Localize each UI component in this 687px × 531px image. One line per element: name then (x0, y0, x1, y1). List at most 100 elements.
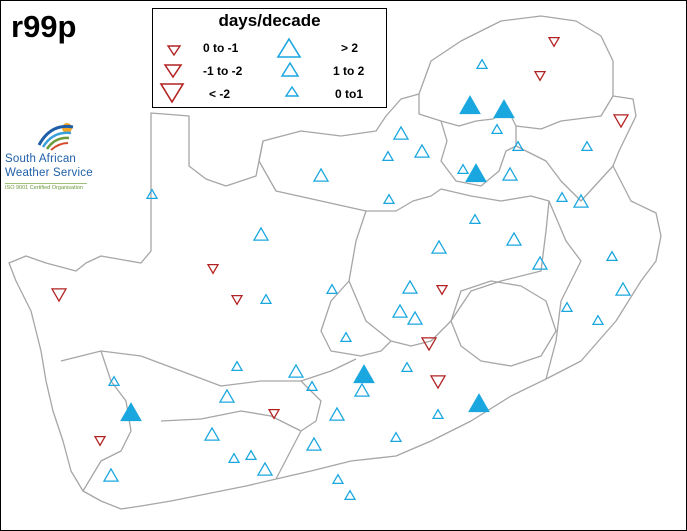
station-marker-increase-20 (572, 193, 590, 208)
station-marker-increase-52 (328, 406, 346, 421)
province-limpopo (418, 15, 614, 96)
station-marker-increase-25 (531, 255, 549, 270)
station-marker-decrease-33 (435, 284, 449, 296)
station-marker-decrease-27 (206, 263, 220, 275)
legend-increase-large-label: > 2 (341, 41, 359, 55)
station-marker-increase-50 (120, 402, 142, 422)
station-marker-increase-24 (505, 231, 523, 246)
province-border-lesotho (450, 280, 557, 367)
province-border-freestate (348, 188, 550, 347)
station-marker-decrease-3 (533, 71, 547, 82)
country-outline (8, 93, 662, 510)
station-marker-increase-12 (511, 140, 525, 152)
station-marker-decrease-46 (429, 375, 447, 390)
province-border-west (258, 140, 442, 212)
station-marker-increase-58 (389, 431, 403, 443)
station-marker-increase-40 (339, 331, 353, 343)
logo-line-2: Weather Service (5, 167, 93, 179)
legend-increase-small-label: 0 to1 (335, 87, 364, 101)
station-marker-decrease-1 (547, 37, 561, 48)
saws-logo: South African Weather Service ISO 9001 C… (3, 117, 113, 197)
station-marker-increase-16 (312, 167, 330, 182)
station-marker-increase-14 (501, 166, 519, 181)
logo-divider (5, 183, 87, 184)
station-marker-increase-53 (468, 393, 490, 413)
province-border-hc (160, 410, 302, 432)
legend-decrease-large-label: < -2 (209, 87, 231, 101)
station-marker-increase-19 (555, 191, 569, 203)
station-marker-increase-64 (343, 489, 357, 501)
station-marker-decrease-28 (50, 288, 68, 303)
station-marker-increase-22 (252, 226, 270, 241)
province-border-wc (60, 350, 357, 387)
station-marker-increase-7 (392, 125, 410, 140)
province-border-kzn (545, 200, 582, 380)
map-title: r99p (11, 9, 77, 44)
station-marker-increase-10 (580, 140, 594, 152)
station-marker-increase-26 (605, 250, 619, 262)
legend-decrease-small-label: 0 to -1 (203, 41, 239, 55)
station-marker-increase-5 (493, 99, 515, 119)
station-marker-increase-11 (490, 123, 504, 135)
station-marker-increase-9 (381, 150, 395, 162)
station-markers (50, 37, 632, 501)
logo-iso-text: ISO 9001 Certified Organisation (5, 185, 83, 191)
logo-line-1: South African (5, 153, 77, 165)
station-marker-increase-42 (287, 363, 305, 378)
station-marker-increase-35 (560, 301, 574, 313)
station-marker-increase-41 (400, 361, 414, 373)
station-marker-increase-13 (465, 163, 487, 183)
saws-emblem (37, 123, 74, 151)
legend-increase-small-symbol (284, 85, 300, 97)
station-marker-increase-59 (244, 449, 258, 461)
station-marker-increase-45 (353, 364, 375, 384)
station-marker-increase-54 (431, 408, 445, 420)
legend-decrease-large-symbol (159, 83, 185, 104)
station-marker-increase-56 (305, 436, 323, 451)
province-border-ec-nc (320, 280, 392, 357)
station-marker-increase-48 (353, 382, 371, 397)
province-border-mpumalanga (515, 145, 614, 202)
legend-decrease-small-symbol (166, 45, 182, 57)
station-marker-increase-34 (614, 281, 632, 296)
station-marker-increase-60 (227, 452, 241, 464)
station-marker-increase-47 (305, 380, 319, 392)
station-marker-increase-32 (401, 279, 419, 294)
station-marker-increase-2 (475, 58, 489, 69)
station-marker-increase-30 (259, 293, 273, 305)
station-marker-decrease-57 (93, 435, 107, 447)
legend-increase-medium-symbol (280, 61, 300, 77)
station-marker-increase-15 (456, 163, 470, 175)
station-marker-increase-44 (107, 375, 121, 387)
province-border-wc2 (275, 380, 322, 480)
station-marker-increase-55 (203, 426, 221, 441)
station-marker-increase-8 (413, 143, 431, 158)
legend: days/decade 0 to -1 -1 to -2 < -2 > 2 1 … (152, 8, 387, 108)
station-marker-increase-36 (391, 303, 409, 318)
legend-decrease-medium-symbol (163, 64, 183, 79)
legend-increase-medium-label: 1 to 2 (333, 64, 365, 78)
station-marker-increase-38 (591, 314, 605, 326)
station-marker-increase-37 (406, 310, 424, 325)
station-marker-increase-17 (382, 193, 396, 205)
station-marker-increase-4 (459, 95, 481, 115)
legend-title: days/decade (218, 11, 321, 30)
station-marker-increase-18 (145, 188, 159, 200)
station-marker-increase-62 (102, 467, 120, 482)
station-marker-increase-23 (430, 239, 448, 254)
province-border-gauteng (440, 120, 517, 187)
legend-decrease-medium-label: -1 to -2 (203, 64, 243, 78)
station-marker-increase-21 (468, 213, 482, 225)
station-marker-increase-49 (218, 388, 236, 403)
station-marker-increase-43 (230, 360, 244, 372)
station-marker-decrease-39 (420, 337, 438, 352)
station-marker-decrease-51 (267, 408, 281, 420)
station-marker-increase-61 (256, 461, 274, 476)
station-marker-increase-31 (325, 283, 339, 295)
station-marker-decrease-29 (230, 294, 244, 306)
legend-increase-large-symbol (276, 37, 302, 58)
station-marker-increase-63 (331, 473, 345, 485)
station-marker-decrease-6 (612, 114, 630, 129)
